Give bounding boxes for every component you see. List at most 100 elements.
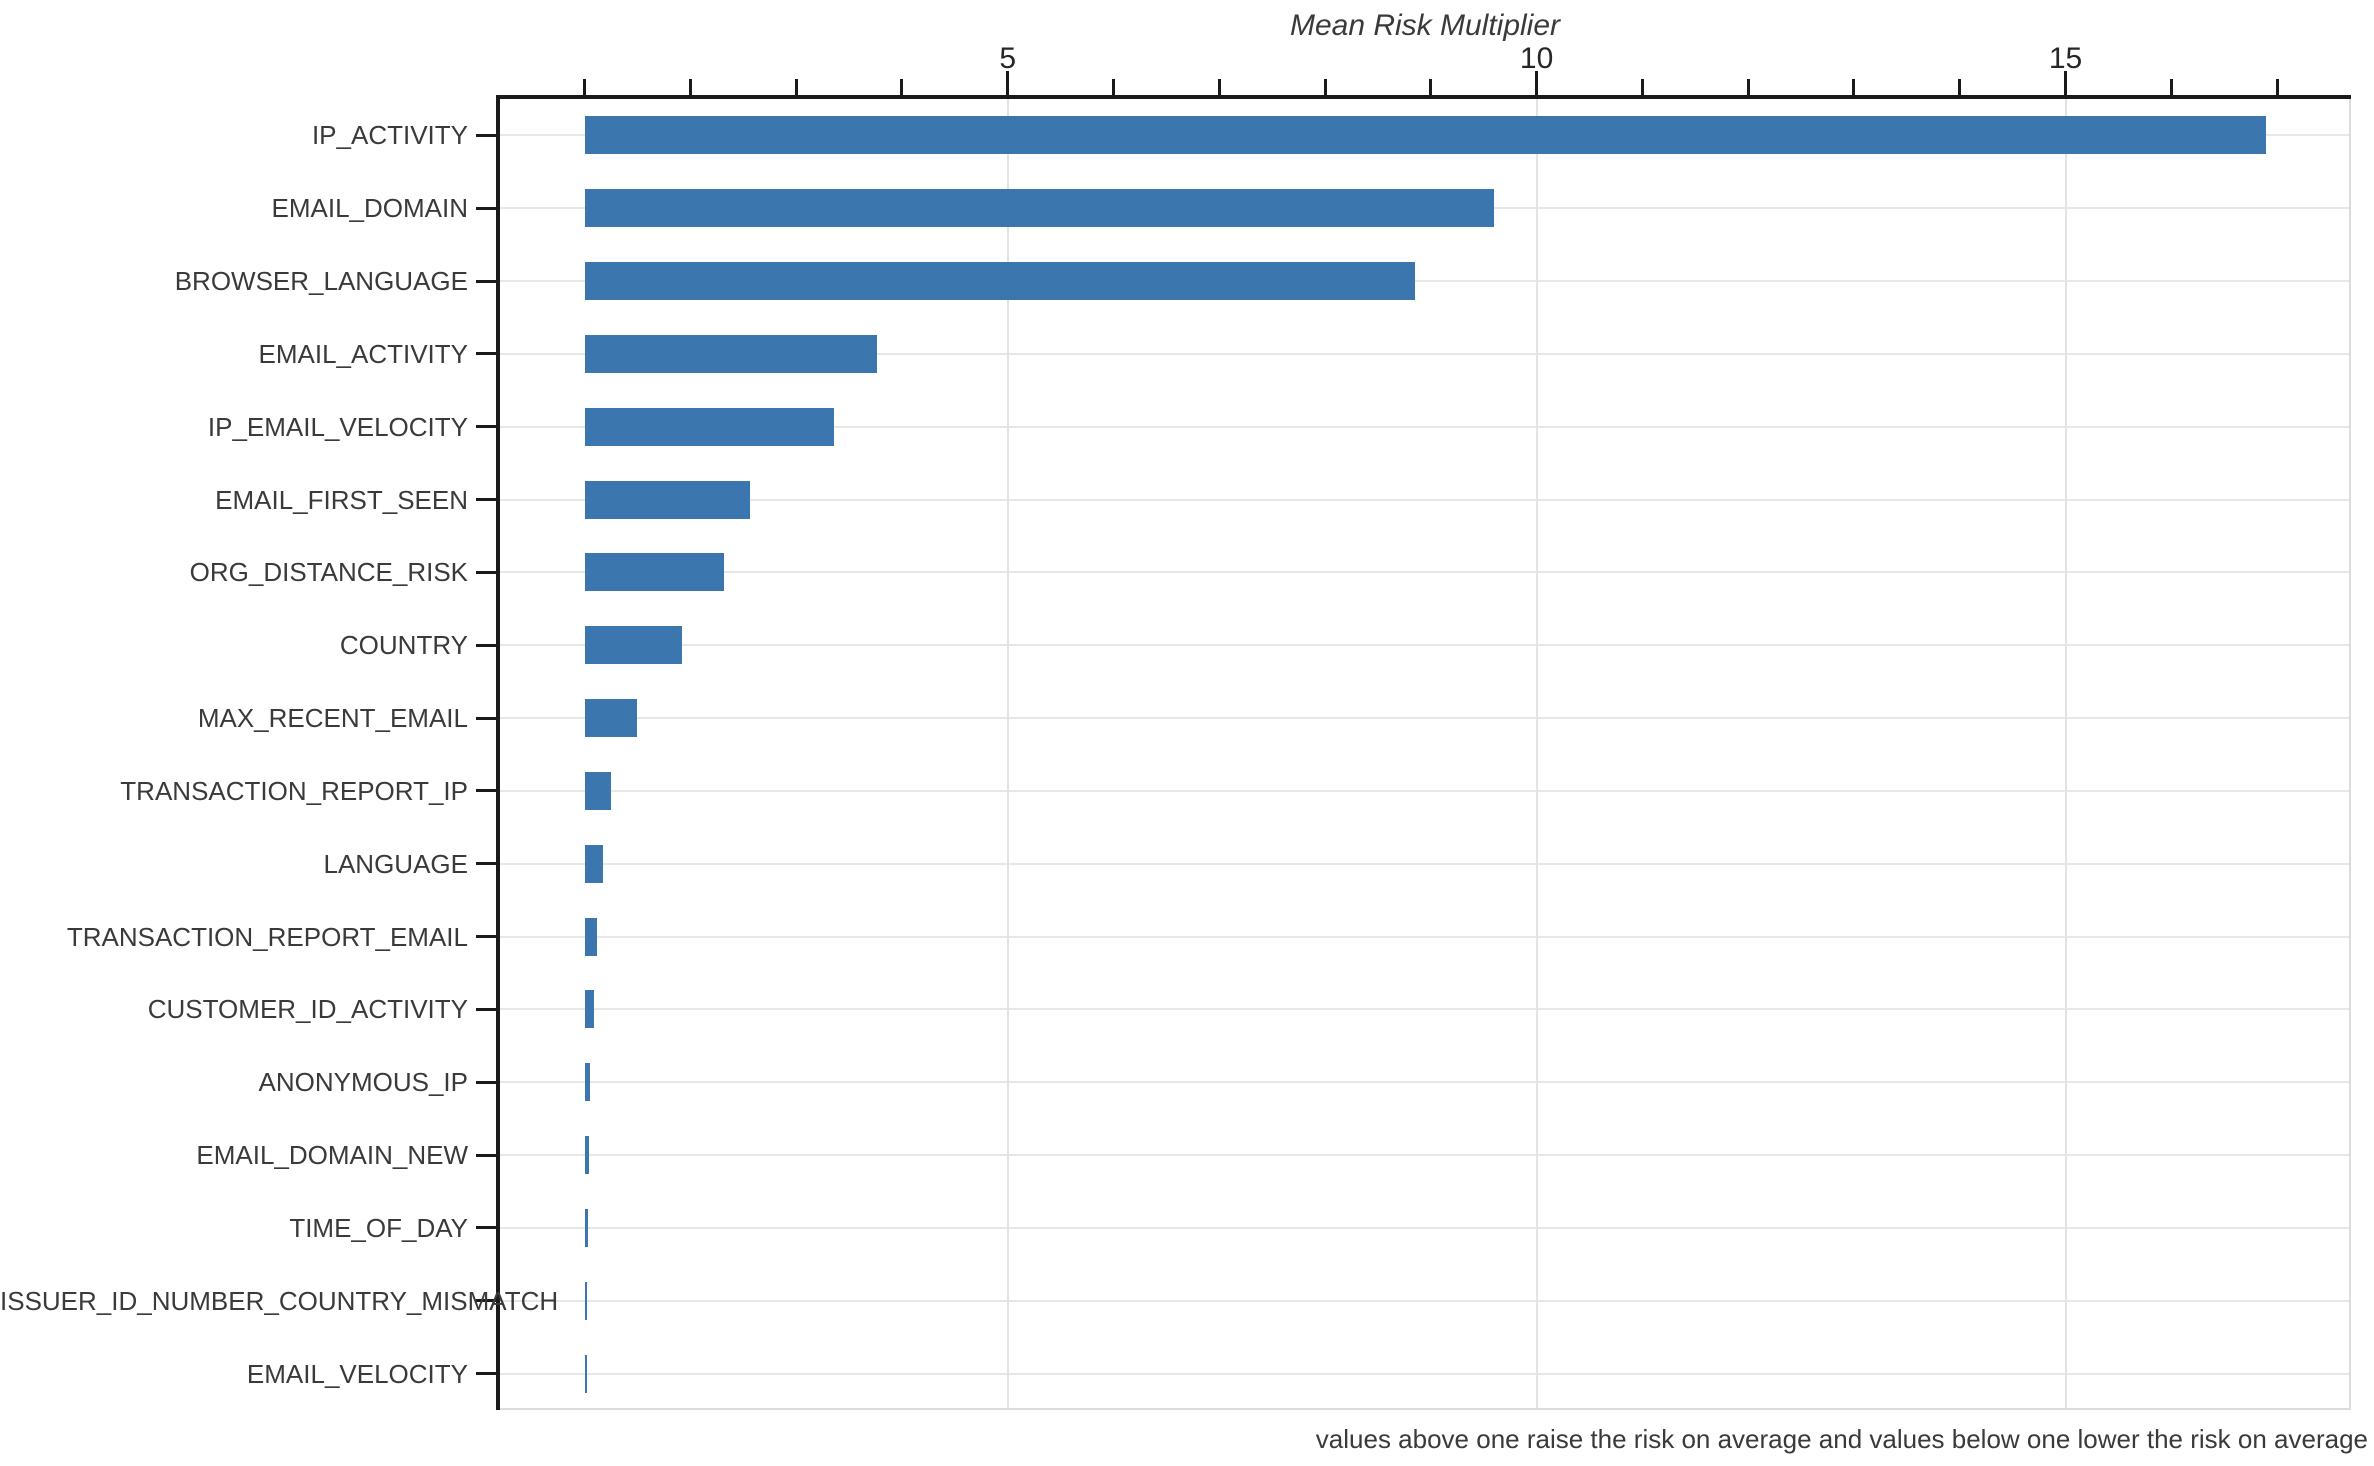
row-gridline bbox=[500, 644, 2349, 647]
y-tick bbox=[476, 935, 496, 939]
bar bbox=[584, 1063, 590, 1102]
row-gridline bbox=[500, 1299, 2349, 1302]
y-category-label: BROWSER_LANGUAGE bbox=[174, 266, 468, 297]
major-gridline bbox=[1006, 99, 1009, 1410]
y-category-label: EMAIL_DOMAIN_NEW bbox=[196, 1140, 468, 1171]
y-tick bbox=[476, 789, 496, 793]
row-gridline bbox=[500, 789, 2349, 792]
bar bbox=[584, 699, 638, 738]
y-category-label: ANONYMOUS_IP bbox=[258, 1067, 469, 1098]
bar bbox=[584, 553, 725, 592]
right-spine bbox=[2349, 99, 2351, 1410]
x-minor-tick bbox=[1429, 79, 1433, 95]
bar bbox=[584, 1208, 588, 1247]
x-major-tick bbox=[1006, 71, 1010, 95]
y-tick bbox=[476, 1007, 496, 1011]
bar bbox=[584, 990, 595, 1029]
row-gridline bbox=[500, 717, 2349, 720]
x-minor-tick bbox=[1746, 79, 1750, 95]
y-tick bbox=[476, 570, 496, 574]
x-tick-label: 10 bbox=[1519, 42, 1554, 75]
row-gridline bbox=[500, 1372, 2349, 1375]
x-minor-tick bbox=[1323, 79, 1327, 95]
x-minor-tick bbox=[1640, 79, 1644, 95]
x-minor-tick bbox=[1852, 79, 1856, 95]
x-minor-tick bbox=[688, 79, 692, 95]
y-tick bbox=[476, 279, 496, 283]
x-minor-tick bbox=[2275, 79, 2279, 95]
y-tick bbox=[476, 1153, 496, 1157]
y-category-label: TRANSACTION_REPORT_EMAIL bbox=[66, 921, 468, 952]
y-tick bbox=[476, 862, 496, 866]
x-major-tick bbox=[2064, 71, 2067, 95]
y-tick bbox=[476, 1226, 496, 1230]
y-tick bbox=[476, 1299, 496, 1303]
bar bbox=[584, 1281, 588, 1320]
y-category-label: EMAIL_ACTIVITY bbox=[258, 338, 469, 369]
y-tick bbox=[476, 206, 496, 210]
row-gridline bbox=[500, 862, 2349, 865]
major-gridline bbox=[1535, 99, 1538, 1410]
y-tick bbox=[476, 716, 496, 720]
row-gridline bbox=[500, 1226, 2349, 1229]
bottom-spine bbox=[500, 1408, 2351, 1410]
bar bbox=[584, 1354, 587, 1393]
y-category-label: IP_ACTIVITY bbox=[311, 120, 468, 151]
y-category-label: TIME_OF_DAY bbox=[289, 1212, 468, 1243]
y-tick bbox=[476, 352, 496, 356]
y-tick bbox=[476, 643, 496, 647]
y-category-label: TRANSACTION_REPORT_IP bbox=[120, 775, 468, 806]
y-category-label: EMAIL_DOMAIN bbox=[271, 193, 469, 224]
bar bbox=[584, 844, 603, 883]
y-tick bbox=[476, 425, 496, 429]
row-gridline bbox=[500, 1008, 2349, 1011]
x-minor-tick bbox=[794, 79, 798, 95]
major-gridline bbox=[2064, 99, 2067, 1410]
y-category-label: ISSUER_ID_NUMBER_COUNTRY_MISMATCH bbox=[0, 1285, 559, 1316]
x-major-tick bbox=[1535, 71, 1539, 95]
y-category-label: EMAIL_VELOCITY bbox=[246, 1358, 468, 1389]
y-category-label: LANGUAGE bbox=[323, 848, 469, 879]
x-tick-label: 15 bbox=[2048, 42, 2083, 75]
x-minor-tick bbox=[1217, 79, 1221, 95]
y-category-label: IP_EMAIL_VELOCITY bbox=[207, 411, 468, 442]
row-gridline bbox=[500, 935, 2349, 938]
bar bbox=[584, 262, 1415, 301]
row-gridline bbox=[500, 571, 2349, 574]
y-category-label: MAX_RECENT_EMAIL bbox=[197, 703, 468, 734]
y-tick bbox=[476, 1372, 496, 1376]
x-tick-label: 5 bbox=[999, 42, 1017, 75]
chart-title: Mean Risk Multiplier bbox=[1289, 9, 1561, 42]
row-gridline bbox=[500, 280, 2349, 283]
y-category-label: EMAIL_FIRST_SEEN bbox=[215, 484, 468, 515]
x-minor-tick bbox=[900, 79, 904, 95]
bar bbox=[584, 189, 1495, 228]
bar bbox=[584, 334, 877, 373]
y-tick bbox=[476, 133, 496, 137]
row-gridline bbox=[500, 1081, 2349, 1084]
bar bbox=[584, 116, 2267, 155]
x-minor-tick bbox=[1958, 79, 1962, 95]
chart-caption: values above one raise the risk on avera… bbox=[1315, 1424, 2368, 1454]
y-category-label: CUSTOMER_ID_ACTIVITY bbox=[147, 994, 468, 1025]
bar bbox=[584, 917, 598, 956]
y-tick bbox=[476, 1080, 496, 1084]
bar bbox=[584, 771, 612, 810]
x-minor-tick bbox=[583, 79, 587, 95]
y-tick bbox=[476, 498, 496, 502]
y-category-label: COUNTRY bbox=[339, 630, 468, 661]
row-gridline bbox=[500, 352, 2349, 355]
row-gridline bbox=[500, 425, 2349, 428]
bar bbox=[584, 1136, 589, 1175]
left-spine bbox=[496, 95, 500, 1410]
bar bbox=[584, 626, 682, 665]
x-minor-tick bbox=[1112, 79, 1115, 95]
row-gridline bbox=[500, 1154, 2349, 1157]
x-minor-tick bbox=[2169, 79, 2173, 95]
bar bbox=[584, 407, 835, 446]
y-category-label: ORG_DISTANCE_RISK bbox=[189, 557, 468, 588]
row-gridline bbox=[500, 498, 2349, 501]
bar bbox=[584, 480, 750, 519]
top-spine bbox=[496, 95, 2351, 99]
